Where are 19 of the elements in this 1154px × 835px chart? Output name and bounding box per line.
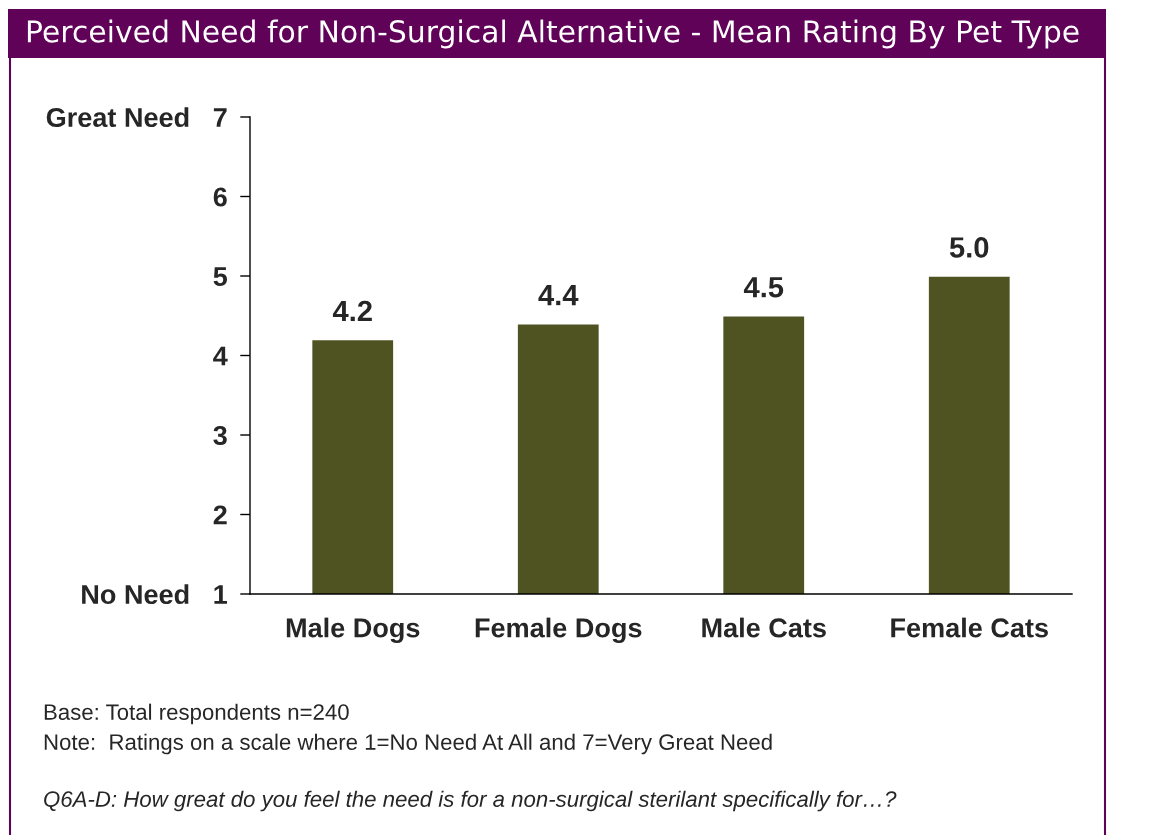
y-tick-label: Great Need 7 xyxy=(46,107,227,128)
x-tick-label: Female Dogs xyxy=(475,617,642,643)
text: Base: Total respondents n=240 xyxy=(44,703,349,725)
x-tick-label: Male Dogs xyxy=(286,617,420,643)
data-label: 5.0 xyxy=(949,237,989,258)
text: Note: Ratings on a scale where 1=No Need At All and 7=Very Great Need xyxy=(44,733,772,755)
data-label: 4.4 xyxy=(538,285,579,306)
y-tick-label: 4 xyxy=(213,346,228,366)
text: Q6A-D: How great do you feel the need is for a non-surgical sterilant specifically for…? xyxy=(44,790,897,812)
x-tick-label: Female Cats xyxy=(891,617,1048,638)
data-label: 4.5 xyxy=(743,277,784,298)
y-tick-label: 3 xyxy=(213,425,227,446)
chart-title: Perceived Need for Non-Surgical Alternative - Mean Rating By Pet Type xyxy=(27,19,1079,49)
y-tick-label: 5 xyxy=(213,267,228,287)
y-tick-label: No Need 1 xyxy=(82,584,228,605)
x-tick-label: Male Cats xyxy=(702,617,826,638)
y-tick-label: 2 xyxy=(213,505,227,525)
y-tick-label: 6 xyxy=(213,187,227,207)
data-label: 4.2 xyxy=(332,300,372,322)
